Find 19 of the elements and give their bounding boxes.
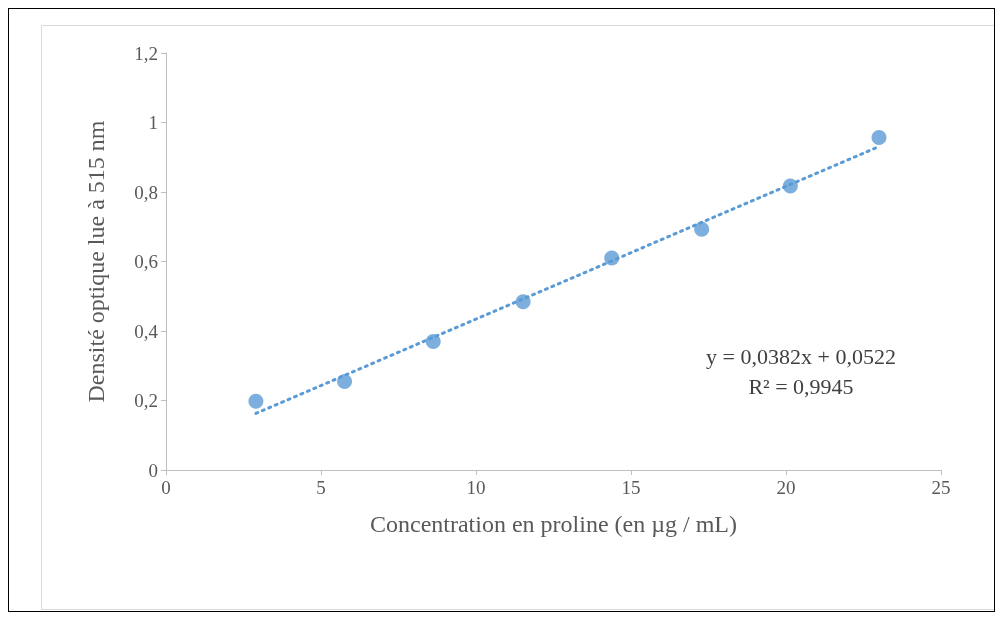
x-tick-label: 5 <box>316 477 326 498</box>
y-tick-label: 0,8 <box>134 181 158 203</box>
x-tick-label: 25 <box>931 477 951 498</box>
y-tick-label: 1 <box>148 112 158 133</box>
annotation: y = 0,0382x + 0,0522 R² = 0,9945 <box>706 343 896 399</box>
x-tick-label: 20 <box>776 477 796 498</box>
x-tick-label: 0 <box>161 477 171 498</box>
point <box>871 129 887 145</box>
x-tick-label: 10 <box>466 477 486 498</box>
y-tick-label: 1,2 <box>134 42 158 64</box>
y-tick-label: 0,6 <box>134 251 158 272</box>
x-axis-title: Concentration en proline (en µg / mL) <box>369 511 738 537</box>
point <box>694 221 710 237</box>
x-tick-label: 15 <box>621 477 641 498</box>
y-tick-label: 0 <box>148 459 158 481</box>
point <box>248 393 264 409</box>
y-tick-label: 0,2 <box>134 390 158 411</box>
y-axis-title: Densité optique lue à 515 nm <box>83 120 109 403</box>
y-tick-label: 0,4 <box>134 320 159 342</box>
